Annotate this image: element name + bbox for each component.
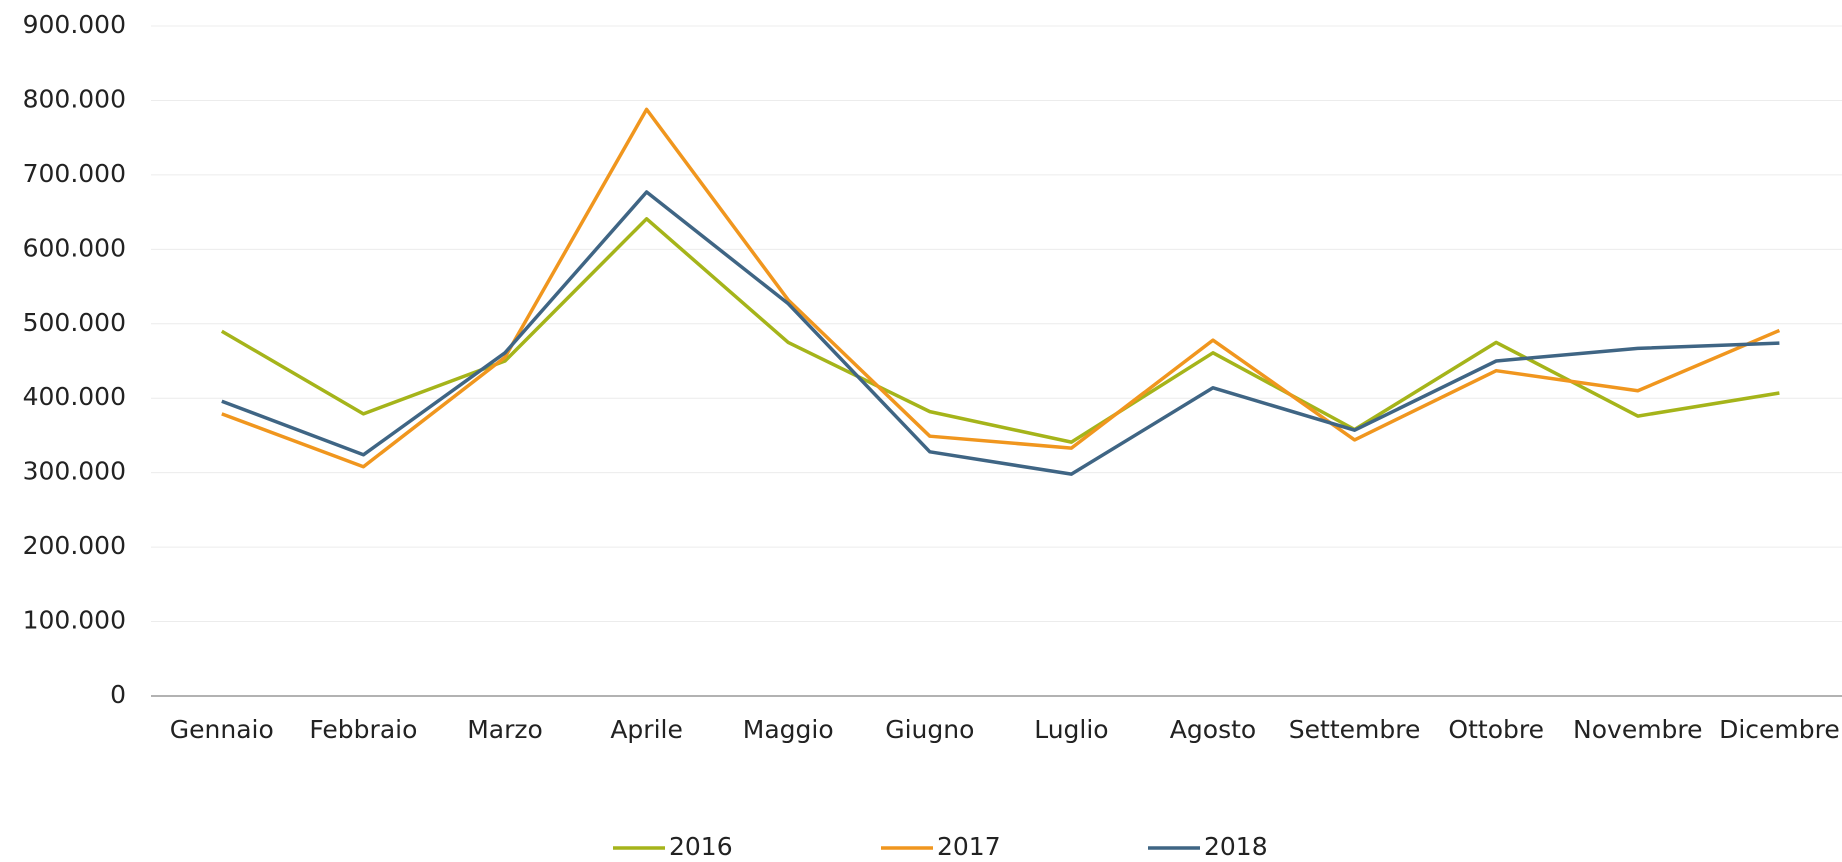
y-tick-label: 900.000 (23, 10, 126, 39)
y-tick-label: 500.000 (23, 308, 126, 337)
x-tick-label: Giugno (885, 715, 974, 744)
x-tick-label: Dicembre (1719, 715, 1840, 744)
x-tick-label: Gennaio (170, 715, 274, 744)
series-line (221, 190, 1780, 476)
y-tick-label: 0 (110, 680, 126, 709)
y-tick-label: 100.000 (23, 606, 126, 635)
x-tick-label: Luglio (1034, 715, 1108, 744)
y-tick-label: 800.000 (23, 84, 126, 113)
x-tick-label: Settembre (1289, 715, 1421, 744)
series-line (221, 107, 1781, 469)
y-tick-label: 700.000 (23, 159, 126, 188)
legend-label: 2016 (669, 832, 733, 861)
y-tick-label: 600.000 (23, 233, 126, 262)
x-tick-label: Marzo (467, 715, 543, 744)
series-line (220, 217, 1780, 444)
x-tick-label: Ottobre (1448, 715, 1544, 744)
x-tick-label: Aprile (610, 715, 683, 744)
x-tick-label: Novembre (1573, 715, 1703, 744)
legend-label: 2018 (1204, 832, 1268, 861)
legend-label: 2017 (937, 832, 1001, 861)
x-tick-label: Febbraio (309, 715, 417, 744)
y-tick-label: 300.000 (23, 457, 126, 486)
x-tick-label: Maggio (743, 715, 834, 744)
y-tick-label: 200.000 (23, 531, 126, 560)
y-tick-label: 400.000 (23, 382, 126, 411)
x-tick-label: Agosto (1170, 715, 1256, 744)
